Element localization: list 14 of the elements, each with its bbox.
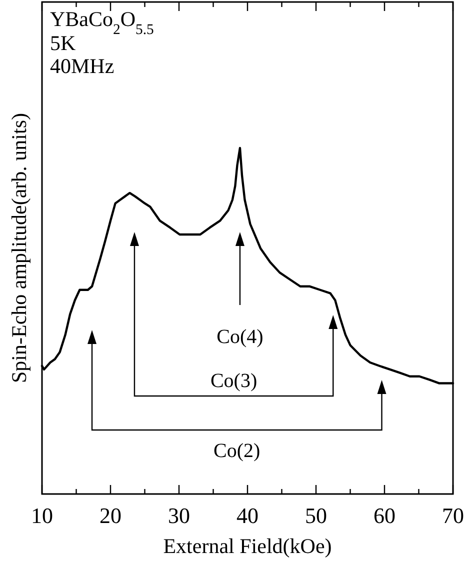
x-tick-label: 60 [374,503,396,528]
x-tick-label: 50 [305,503,327,528]
annotation: Co(3) [210,370,258,392]
text: 40MHz [50,54,114,78]
annotation: Co(2) [214,440,260,462]
x-tick-label: 30 [168,503,190,528]
y-axis-title: Spin-Echo amplitude(arb. units) [7,112,31,384]
x-tick-label: 70 [442,503,464,528]
text: 5K [50,31,76,55]
x-tick-label: 40 [236,503,258,528]
x-tick-label: 20 [100,503,122,528]
x-tick-label: 10 [31,503,53,528]
x-axis-title: External Field(kOe) [163,534,332,558]
annotation: Co(4) [216,326,264,348]
